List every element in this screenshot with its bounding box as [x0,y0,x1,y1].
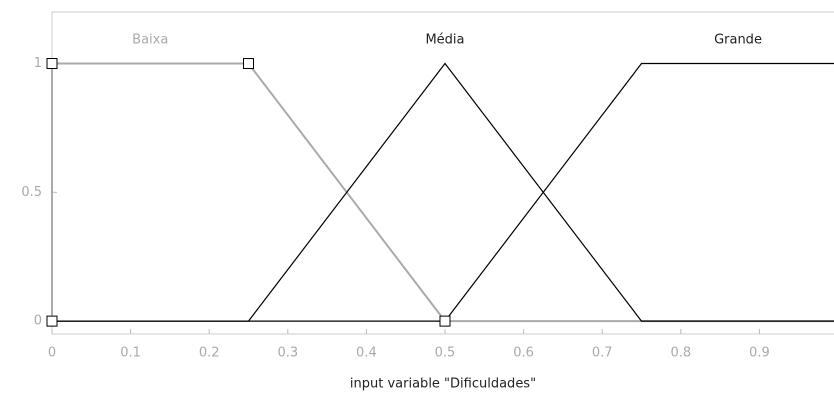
x-axis-label: input variable "Dificuldades" [350,377,536,392]
x-tick-label: 0.4 [356,346,377,361]
x-tick-label: 0.7 [592,346,613,361]
vertex-handle [46,315,58,327]
series-line [52,62,834,322]
x-tick-label: 0.2 [199,346,220,361]
x-tick-label: 0.9 [749,346,770,361]
x-tick-label: 0 [48,346,56,361]
vertex-handle [243,58,254,70]
series-name: Grande [714,33,762,48]
x-tick-label: 0.8 [670,346,691,361]
series-line [51,62,834,323]
x-tick-label: 0.5 [435,346,456,361]
series-line [52,62,834,322]
y-tick-label: 0.5 [21,185,42,200]
x-tick-label: 0.6 [513,346,534,361]
series-name: Baixa [132,33,168,48]
x-tick-label: 0.3 [277,346,298,361]
vertex-handle [46,58,58,70]
y-tick-label: 1 [34,56,42,71]
series-name: Média [425,33,464,48]
y-tick-label: 0 [34,314,42,329]
x-tick-label: 0.1 [120,346,141,361]
vertex-handle [439,315,451,327]
plot-frame [51,11,834,335]
